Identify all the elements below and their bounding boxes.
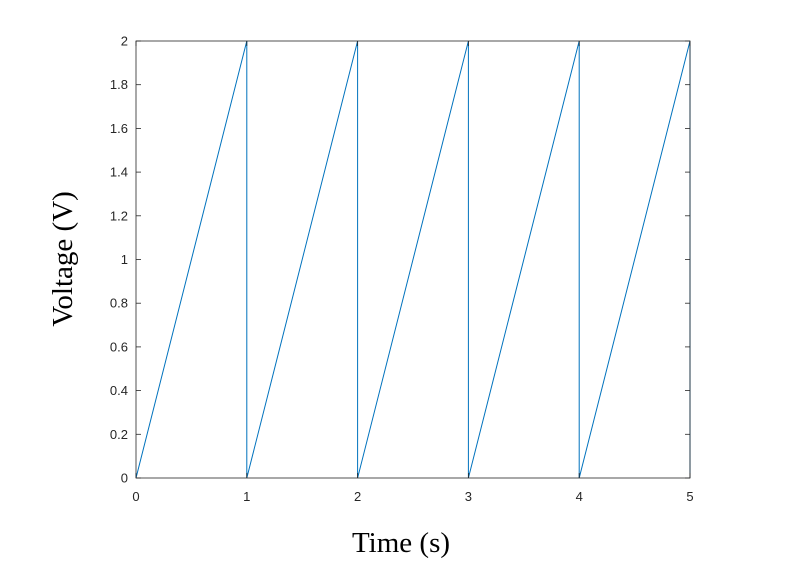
x-tick-label: 4 <box>576 489 583 504</box>
x-tick-label: 5 <box>686 489 693 504</box>
x-tick-label: 2 <box>354 489 361 504</box>
x-tick-label: 3 <box>465 489 472 504</box>
y-tick-label: 1.4 <box>110 165 128 180</box>
y-tick-label: 0.6 <box>110 339 128 354</box>
x-tick-label: 0 <box>132 489 139 504</box>
y-tick-label: 0.4 <box>110 383 128 398</box>
y-tick-label: 2 <box>121 34 128 49</box>
y-tick-label: 1 <box>121 252 128 267</box>
y-axis: 0 0.2 0.4 0.6 0.8 1 1.2 1.4 1.6 1.8 2 <box>110 34 690 486</box>
y-tick-label: 0.2 <box>110 427 128 442</box>
y-tick-label: 1.2 <box>110 208 128 223</box>
y-tick-label: 1.6 <box>110 121 128 136</box>
y-tick-label: 0.8 <box>110 296 128 311</box>
x-axis-title: Time (s) <box>352 527 450 559</box>
y-tick-label: 1.8 <box>110 77 128 92</box>
y-axis-title: Voltage (V) <box>47 191 79 327</box>
x-axis: 0 1 2 3 4 5 <box>132 41 694 504</box>
x-tick-label: 1 <box>243 489 250 504</box>
y-tick-label: 0 <box>121 471 128 486</box>
